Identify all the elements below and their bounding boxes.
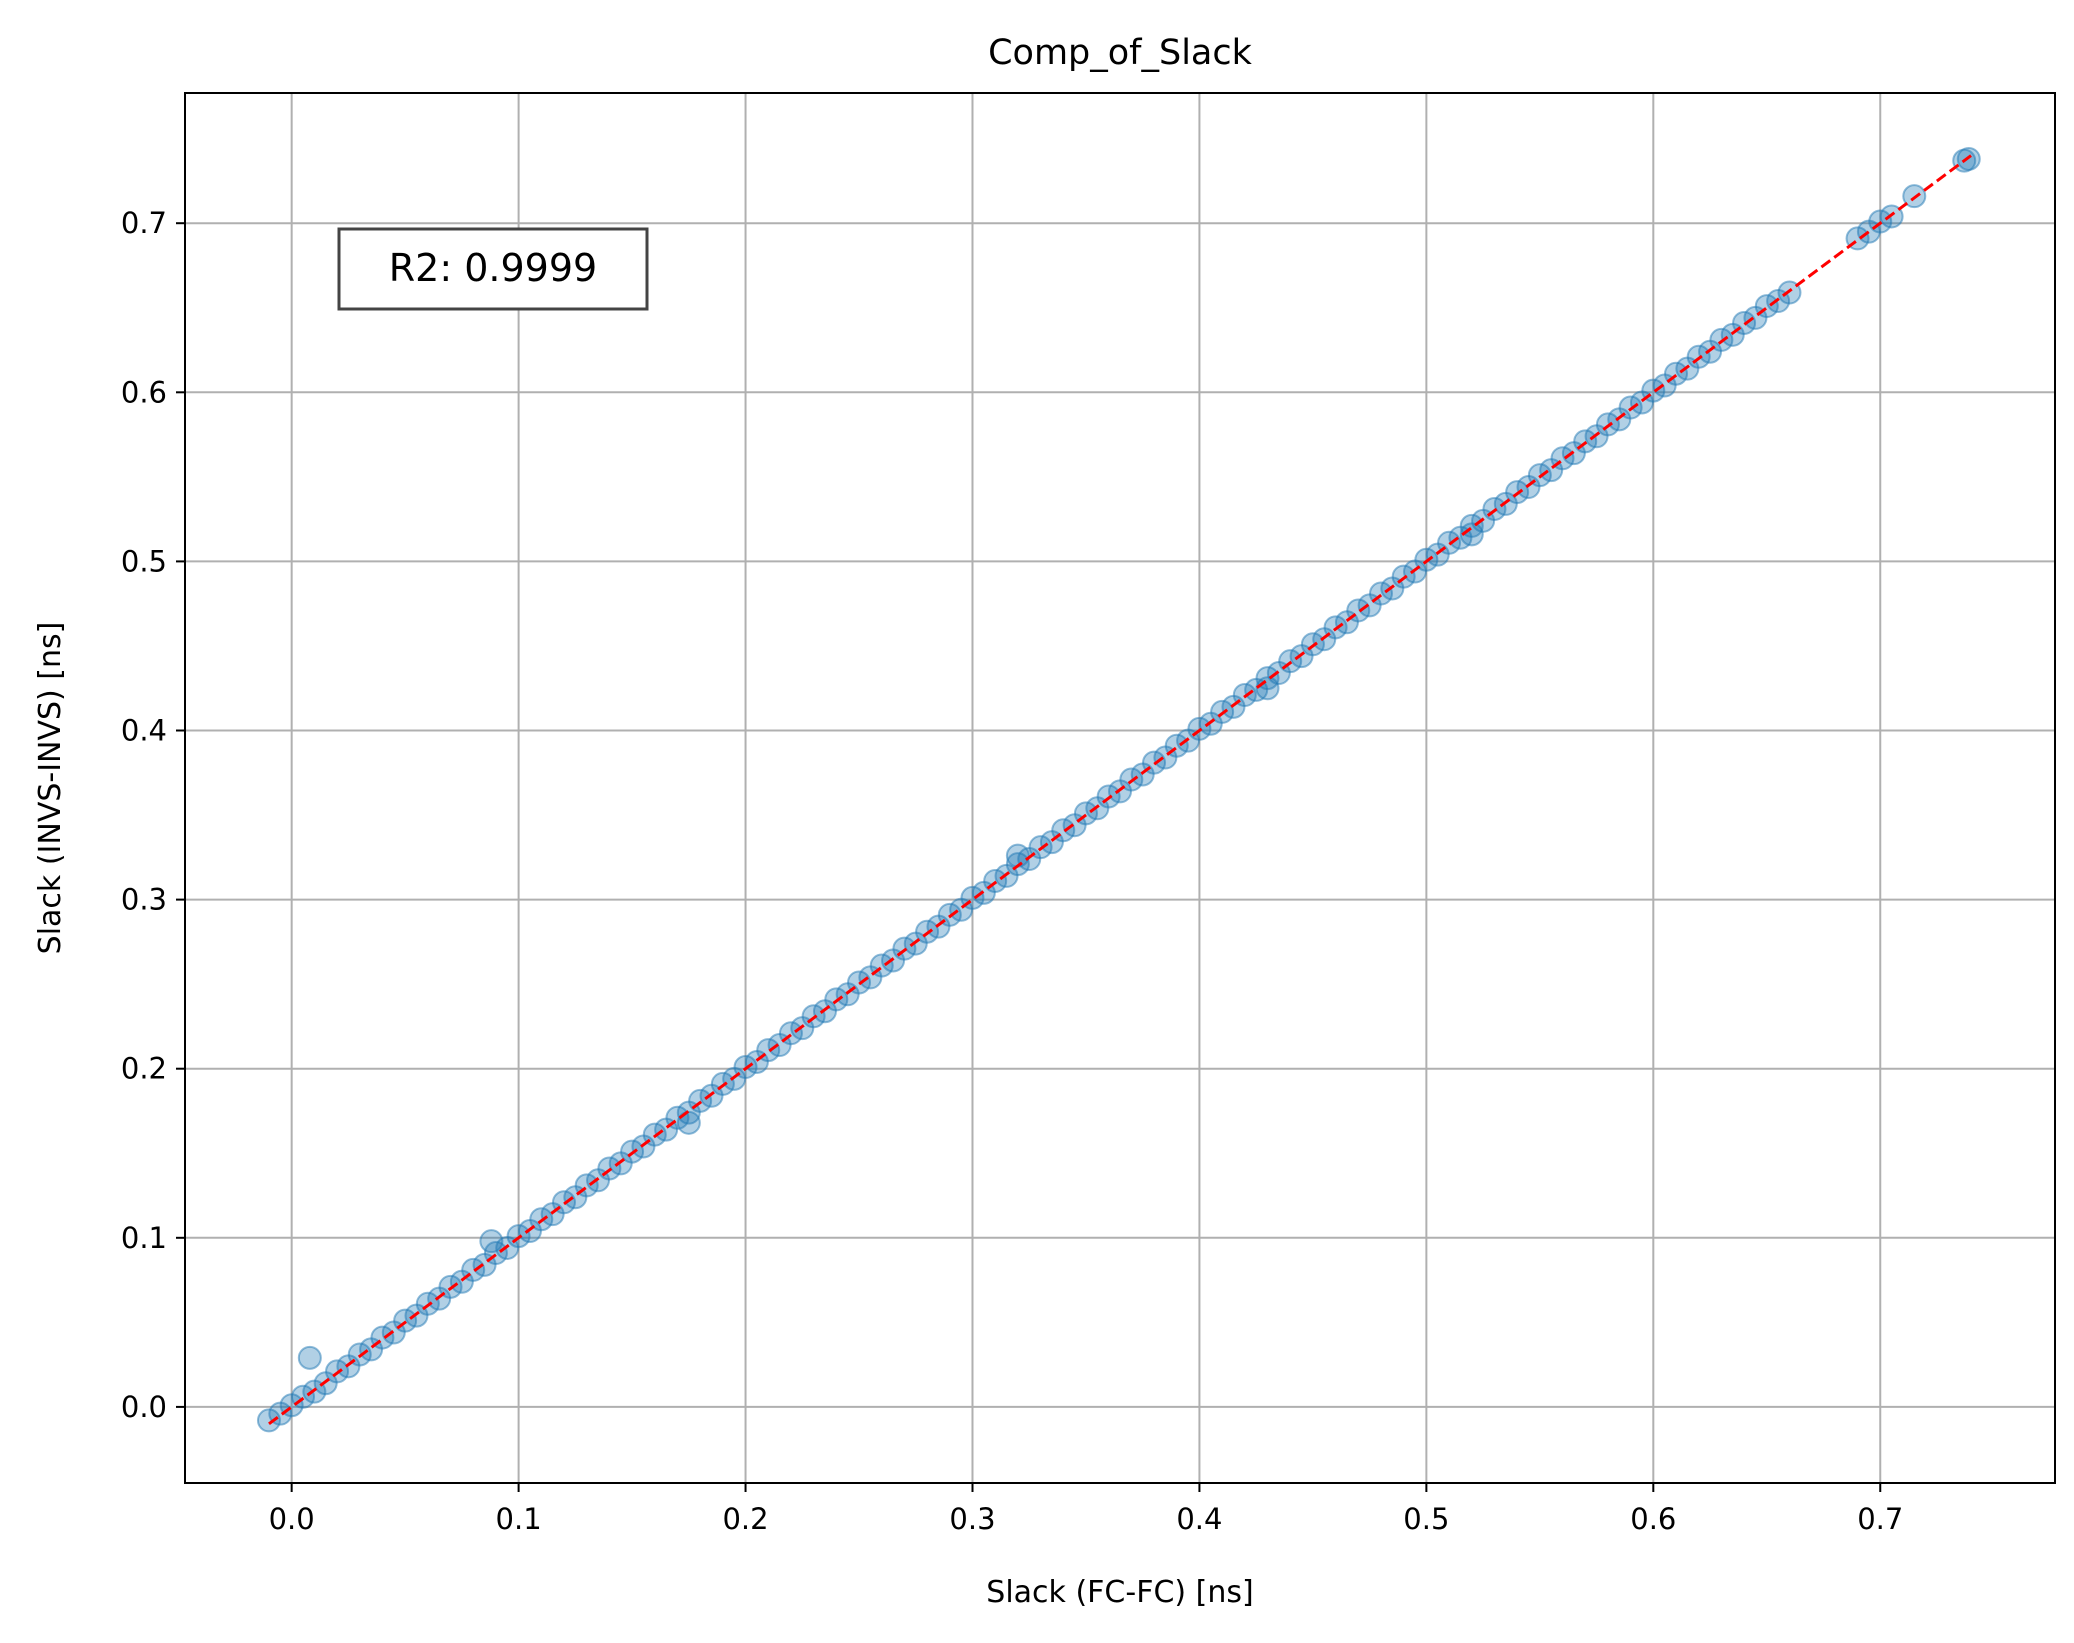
y-tick-label: 0.6 xyxy=(121,375,167,409)
y-axis-label: Slack (INVS-INVS) [ns] xyxy=(33,622,68,955)
r2-annotation: R2: 0.9999 xyxy=(389,246,597,290)
r2-annotation-box: R2: 0.9999 xyxy=(337,227,649,311)
x-tick-label: 0.7 xyxy=(1857,1502,1903,1536)
scatter-point xyxy=(297,1345,322,1370)
scatter-point xyxy=(1459,522,1484,547)
x-axis-label: Slack (FC-FC) [ns] xyxy=(986,1575,1253,1610)
x-tick-label: 0.4 xyxy=(1176,1502,1222,1536)
reference-line xyxy=(268,154,1972,1426)
y-tick-label: 0.1 xyxy=(121,1221,167,1255)
scatter-point xyxy=(1005,843,1030,868)
scatter-point xyxy=(256,1408,281,1433)
x-tick-label: 0.2 xyxy=(722,1502,768,1536)
reference-line-group xyxy=(268,154,1972,1426)
scatter-point xyxy=(479,1229,504,1254)
x-tick-label: 0.3 xyxy=(949,1502,995,1536)
y-tick-label: 0.5 xyxy=(121,544,167,578)
y-axis-ticks: 0.0 0.1 0.2 0.3 0.4 0.5 0.6 0.7 xyxy=(121,206,185,1424)
scatter-point xyxy=(676,1110,701,1135)
scatter-point xyxy=(1255,676,1280,701)
x-tick-label: 0.1 xyxy=(496,1502,542,1536)
plot-area-frame xyxy=(184,92,2056,1484)
y-tick-label: 0.2 xyxy=(121,1052,167,1086)
y-tick-label: 0.7 xyxy=(121,206,167,240)
y-tick-label: 0.3 xyxy=(121,883,167,917)
y-tick-label: 0.0 xyxy=(121,1390,167,1424)
x-tick-label: 0.0 xyxy=(269,1502,315,1536)
x-tick-label: 0.5 xyxy=(1403,1502,1449,1536)
grid-lines xyxy=(185,93,2055,1483)
y-tick-label: 0.4 xyxy=(121,714,167,748)
chart-title: Comp_of_Slack xyxy=(988,33,1253,73)
x-tick-label: 0.6 xyxy=(1630,1502,1676,1536)
x-axis-ticks: 0.0 0.1 0.2 0.3 0.4 0.5 0.6 0.7 xyxy=(269,1483,1903,1536)
r2-annotation-frame xyxy=(337,227,649,311)
